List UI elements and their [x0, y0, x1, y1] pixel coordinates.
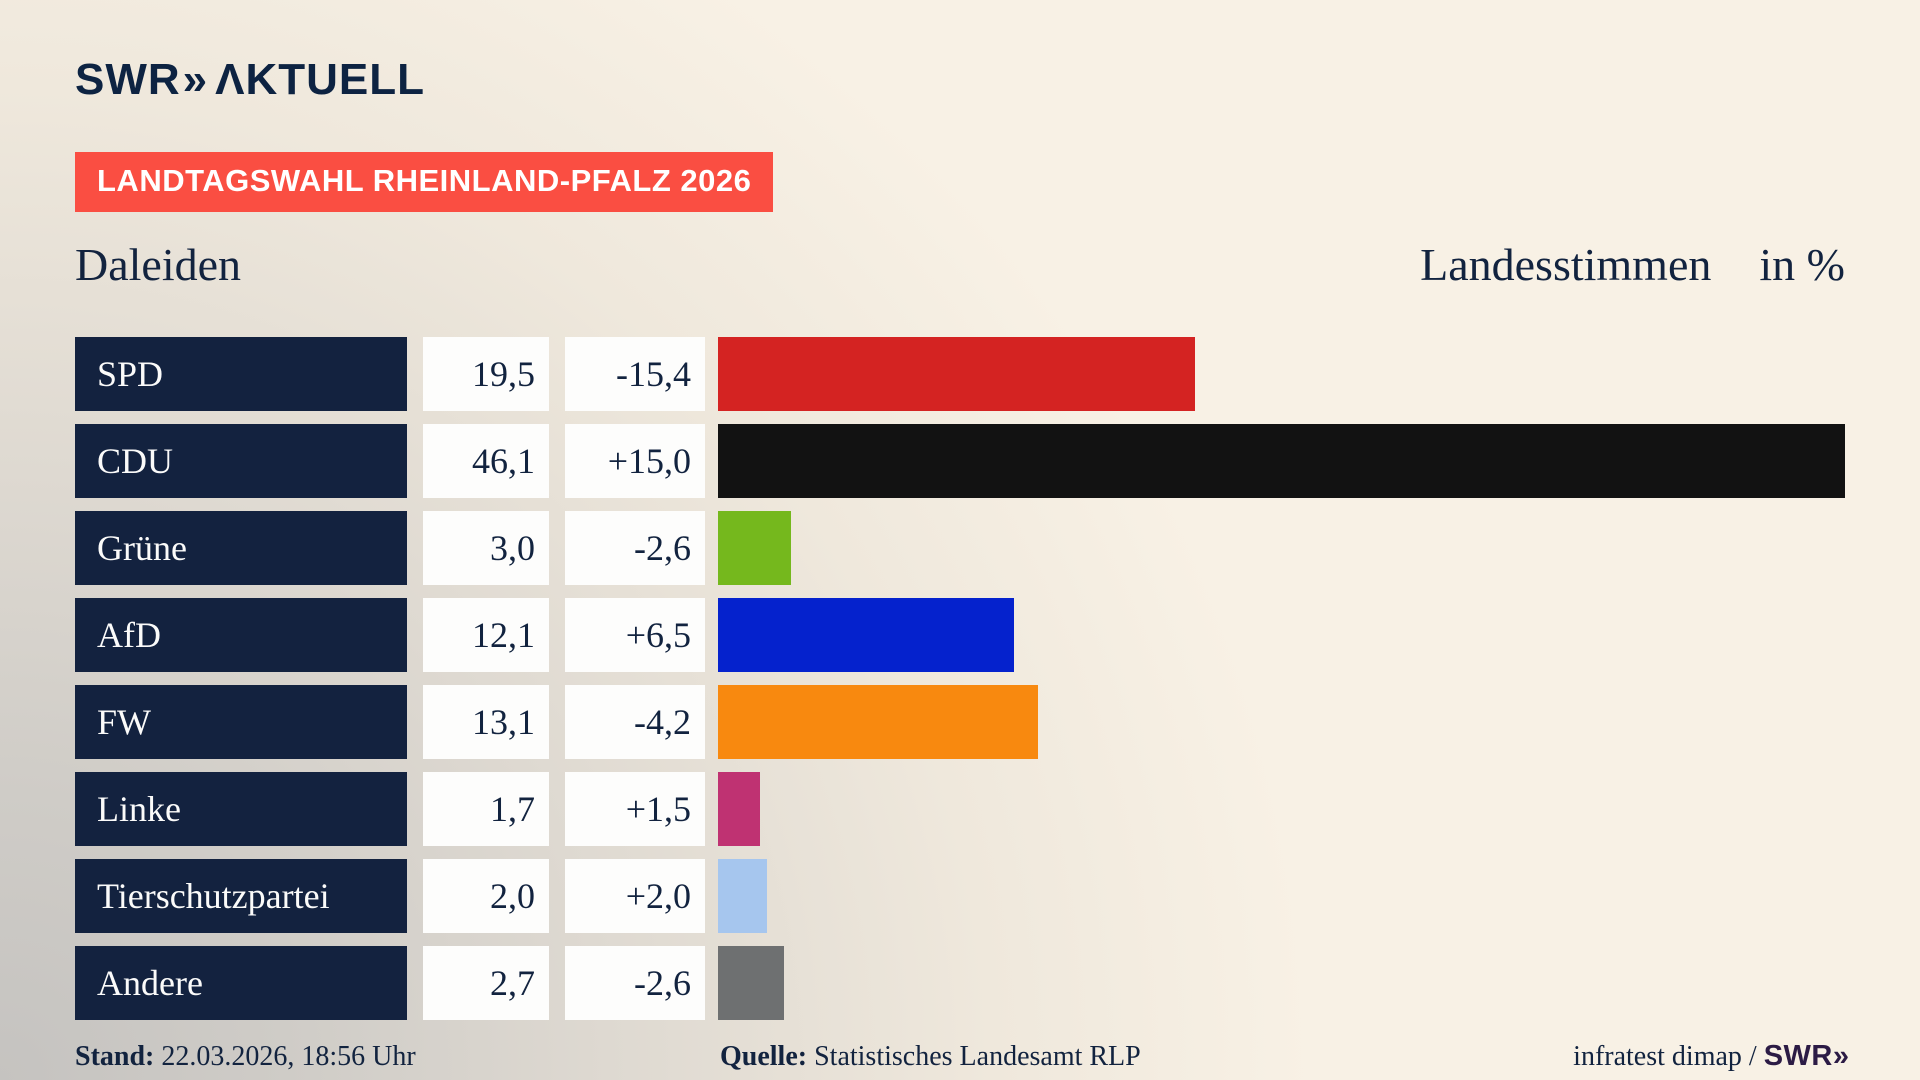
- party-change: -4,2: [565, 685, 705, 759]
- table-row: FW 13,1 -4,2: [75, 685, 1845, 759]
- party-label: AfD: [75, 598, 407, 672]
- swr-chevrons-icon: »: [182, 55, 208, 104]
- party-change: +15,0: [565, 424, 705, 498]
- party-label: Linke: [75, 772, 407, 846]
- party-label: SPD: [75, 337, 407, 411]
- title-bar: Daleiden Landesstimmen in %: [75, 238, 1845, 291]
- party-change: -2,6: [565, 946, 705, 1020]
- party-value: 3,0: [423, 511, 549, 585]
- result-bar: [718, 511, 792, 585]
- bar-track: [718, 946, 1845, 1020]
- swr-footer-logo: SWR»: [1763, 1040, 1849, 1072]
- bar-track: [718, 685, 1845, 759]
- party-value: 12,1: [423, 598, 549, 672]
- stand-timestamp: Stand: 22.03.2026, 18:56 Uhr: [75, 1041, 720, 1073]
- party-label: Andere: [75, 946, 407, 1020]
- municipality-title: Daleiden: [75, 239, 242, 290]
- bar-track: [718, 511, 1845, 585]
- unit-label: in %: [1759, 239, 1845, 290]
- bar-track: [718, 337, 1845, 411]
- party-change: +2,0: [565, 859, 705, 933]
- swr-aktuell-logo: SWR» ΛKTUELL: [75, 55, 425, 105]
- results-table: SPD 19,5 -15,4 CDU 46,1 +15,0 Grüne 3,0 …: [75, 337, 1845, 1020]
- stand-label: Stand:: [75, 1041, 155, 1072]
- table-row: Grüne 3,0 -2,6: [75, 511, 1845, 585]
- vote-type-subtitle: Landesstimmen in %: [1420, 238, 1845, 291]
- party-value: 19,5: [423, 337, 549, 411]
- bar-track: [718, 859, 1845, 933]
- result-bar: [718, 772, 760, 846]
- bar-track: [718, 598, 1845, 672]
- footer: Stand: 22.03.2026, 18:56 Uhr Quelle: Sta…: [75, 1040, 1849, 1073]
- bar-track: [718, 424, 1845, 498]
- table-row: AfD 12,1 +6,5: [75, 598, 1845, 672]
- swr-footer-logo-text: SWR: [1763, 1040, 1833, 1072]
- party-label: Tierschutzpartei: [75, 859, 407, 933]
- party-change: -15,4: [565, 337, 705, 411]
- party-value: 2,0: [423, 859, 549, 933]
- election-banner: LANDTAGSWAHL RHEINLAND-PFALZ 2026: [75, 152, 774, 212]
- swr-logo-text: SWR: [75, 55, 181, 104]
- result-bar: [718, 946, 784, 1020]
- table-row: Andere 2,7 -2,6: [75, 946, 1845, 1020]
- source-note: Quelle: Statistisches Landesamt RLP: [720, 1041, 1573, 1073]
- party-label: Grüne: [75, 511, 407, 585]
- table-row: Linke 1,7 +1,5: [75, 772, 1845, 846]
- result-bar: [718, 859, 767, 933]
- result-bar: [718, 598, 1014, 672]
- credit-text: infratest dimap /: [1573, 1041, 1757, 1072]
- result-bar: [718, 424, 1845, 498]
- party-value: 1,7: [423, 772, 549, 846]
- party-change: -2,6: [565, 511, 705, 585]
- result-bar: [718, 337, 1195, 411]
- swr-footer-chevrons-icon: »: [1832, 1040, 1849, 1072]
- table-row: SPD 19,5 -15,4: [75, 337, 1845, 411]
- party-change: +6,5: [565, 598, 705, 672]
- party-value: 2,7: [423, 946, 549, 1020]
- vote-type-label: Landesstimmen: [1420, 239, 1712, 290]
- table-row: Tierschutzpartei 2,0 +2,0: [75, 859, 1845, 933]
- result-bar: [718, 685, 1039, 759]
- credit-note: infratest dimap / SWR»: [1573, 1040, 1849, 1073]
- bar-track: [718, 772, 1845, 846]
- party-value: 13,1: [423, 685, 549, 759]
- party-label: FW: [75, 685, 407, 759]
- party-value: 46,1: [423, 424, 549, 498]
- source-value: Statistisches Landesamt RLP: [814, 1041, 1141, 1072]
- aktuell-logo-text: ΛKTUELL: [215, 55, 426, 104]
- source-label: Quelle:: [720, 1041, 808, 1072]
- party-change: +1,5: [565, 772, 705, 846]
- party-label: CDU: [75, 424, 407, 498]
- table-row: CDU 46,1 +15,0: [75, 424, 1845, 498]
- stand-value: 22.03.2026, 18:56 Uhr: [161, 1041, 416, 1072]
